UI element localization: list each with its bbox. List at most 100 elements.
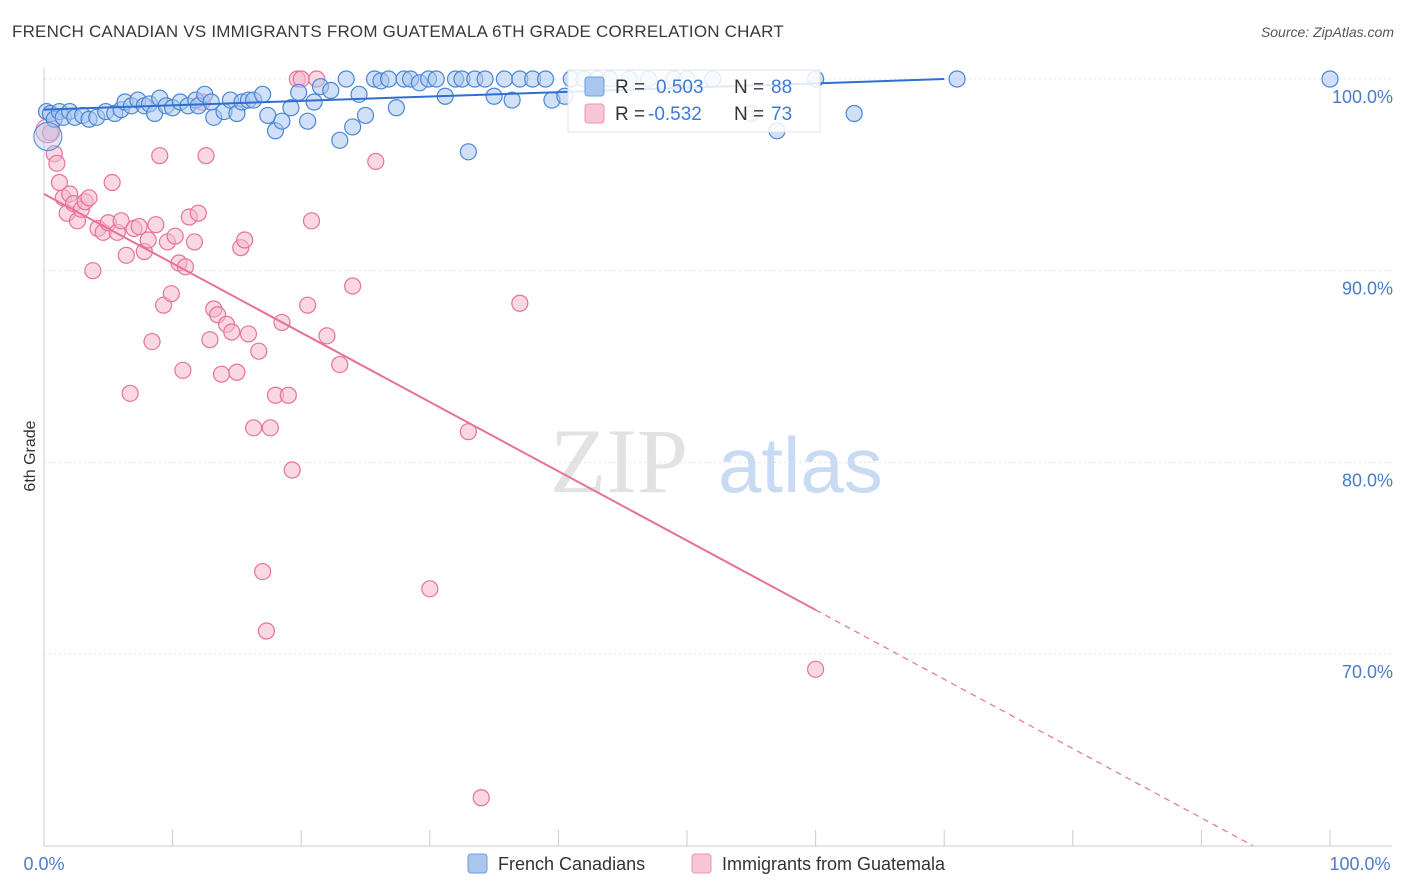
point-immigrants-from-guatemala — [147, 216, 165, 234]
series-immigrants-from-guatemala — [35, 70, 825, 807]
legend: R = 0.503 N = 88 R = -0.532 N = 73 — [567, 69, 821, 133]
point-french-canadians — [495, 70, 513, 88]
chart-title: FRENCH CANADIAN VS IMMIGRANTS FROM GUATE… — [12, 22, 784, 41]
point-immigrants-from-guatemala — [212, 365, 231, 383]
point-french-canadians — [337, 70, 355, 88]
trend-line-immigrants-from-guatemala — [43, 193, 817, 611]
point-immigrants-from-guatemala — [472, 789, 490, 807]
y-tick-label: 90.0% — [1342, 279, 1393, 299]
point-french-canadians — [845, 104, 863, 123]
axes — [43, 68, 1392, 847]
point-immigrants-from-guatemala — [511, 294, 529, 312]
point-french-canadians — [948, 70, 966, 88]
point-immigrants-from-guatemala — [130, 217, 148, 236]
point-immigrants-from-guatemala — [299, 296, 317, 314]
chart-source: Source: ZipAtlas.com — [1260, 24, 1394, 40]
point-immigrants-from-guatemala — [139, 231, 157, 249]
point-french-canadians — [427, 70, 445, 88]
trend-line-immigrants-from-guatemala-extension — [815, 609, 1254, 847]
x-tick-label-min: 0.0% — [23, 854, 64, 874]
point-french-canadians — [503, 91, 521, 109]
point-immigrants-from-guatemala — [302, 212, 321, 230]
legend-n-value-pink: 73 — [771, 104, 792, 125]
legend-r-label-blue: R = — [615, 77, 645, 98]
point-french-canadians — [476, 70, 494, 88]
point-immigrants-from-guatemala — [254, 562, 272, 581]
point-immigrants-from-guatemala — [197, 147, 215, 165]
point-french-canadians — [299, 112, 317, 130]
point-french-canadians — [290, 83, 308, 102]
point-immigrants-from-guatemala — [117, 246, 135, 264]
point-immigrants-from-guatemala — [257, 622, 276, 640]
point-immigrants-from-guatemala — [201, 331, 219, 349]
point-french-canadians — [305, 93, 323, 111]
point-immigrants-from-guatemala — [245, 419, 263, 437]
point-immigrants-from-guatemala — [80, 189, 98, 207]
point-immigrants-from-guatemala — [121, 384, 139, 402]
point-french-canadians — [254, 85, 272, 103]
point-immigrants-from-guatemala — [48, 154, 66, 172]
point-immigrants-from-guatemala — [261, 419, 279, 437]
point-immigrants-from-guatemala — [174, 361, 192, 379]
point-immigrants-from-guatemala — [806, 660, 825, 678]
y-axis-label: 6th Grade — [22, 420, 39, 491]
watermark-zip: ZIP — [550, 410, 688, 512]
y-tick-labels: 70.0% 80.0% 90.0% 100.0% — [1332, 87, 1393, 682]
point-french-canadians — [1321, 70, 1339, 88]
legend-box — [567, 69, 821, 133]
watermark: ZIP atlas — [550, 410, 883, 512]
point-immigrants-from-guatemala — [283, 461, 301, 479]
bottom-legend-swatch-blue — [467, 853, 488, 874]
bottom-legend-label-blue: French Canadians — [498, 854, 645, 874]
y-tick-label: 70.0% — [1342, 662, 1393, 682]
point-immigrants-from-guatemala — [103, 173, 121, 192]
point-french-canadians — [459, 143, 477, 161]
bottom-legend-label-pink: Immigrants from Guatemala — [722, 854, 946, 874]
point-french-canadians — [273, 112, 291, 130]
point-immigrants-from-guatemala — [166, 227, 184, 245]
legend-r-value-blue: 0.503 — [656, 77, 704, 98]
legend-n-label-blue: N = — [734, 77, 764, 98]
point-french-canadians — [344, 118, 362, 136]
bottom-legend-swatch-pink — [691, 853, 712, 874]
point-immigrants-from-guatemala — [344, 277, 362, 295]
point-immigrants-from-guatemala — [189, 204, 207, 222]
point-immigrants-from-guatemala — [151, 147, 169, 165]
legend-swatch-pink — [584, 103, 605, 124]
point-immigrants-from-guatemala — [143, 332, 161, 351]
gridlines — [44, 78, 1392, 655]
point-immigrants-from-guatemala — [112, 212, 130, 230]
y-tick-label: 100.0% — [1332, 87, 1393, 107]
point-immigrants-from-guatemala — [236, 231, 254, 249]
x-ticks — [43, 830, 1331, 846]
point-immigrants-from-guatemala — [421, 580, 439, 598]
x-tick-label-max: 100.0% — [1329, 854, 1390, 874]
point-french-canadians — [282, 99, 300, 117]
bottom-legend: French Canadians Immigrants from Guatema… — [467, 853, 946, 874]
legend-r-value-pink: -0.532 — [648, 104, 702, 125]
point-immigrants-from-guatemala — [367, 152, 385, 171]
legend-n-value-blue: 88 — [771, 77, 792, 98]
y-tick-label: 80.0% — [1342, 470, 1393, 490]
point-french-canadians — [485, 87, 503, 105]
point-french-canadians — [380, 70, 398, 88]
point-immigrants-from-guatemala — [228, 363, 246, 381]
legend-swatch-blue — [584, 76, 605, 97]
point-french-canadians — [536, 70, 555, 88]
point-immigrants-from-guatemala — [223, 323, 241, 341]
point-immigrants-from-guatemala — [331, 355, 349, 374]
point-immigrants-from-guatemala — [318, 327, 336, 345]
point-immigrants-from-guatemala — [279, 386, 297, 404]
legend-r-label-pink: R = — [615, 104, 645, 125]
point-french-canadians — [387, 99, 405, 117]
point-immigrants-from-guatemala — [84, 262, 102, 280]
point-french-canadians — [356, 106, 375, 125]
point-french-canadians — [331, 131, 349, 149]
watermark-atlas: atlas — [718, 421, 883, 509]
point-immigrants-from-guatemala — [239, 325, 258, 343]
legend-n-label-pink: N = — [734, 104, 764, 125]
point-french-canadians — [322, 81, 340, 100]
point-french-canadians-large — [33, 122, 63, 151]
point-immigrants-from-guatemala — [185, 233, 204, 251]
